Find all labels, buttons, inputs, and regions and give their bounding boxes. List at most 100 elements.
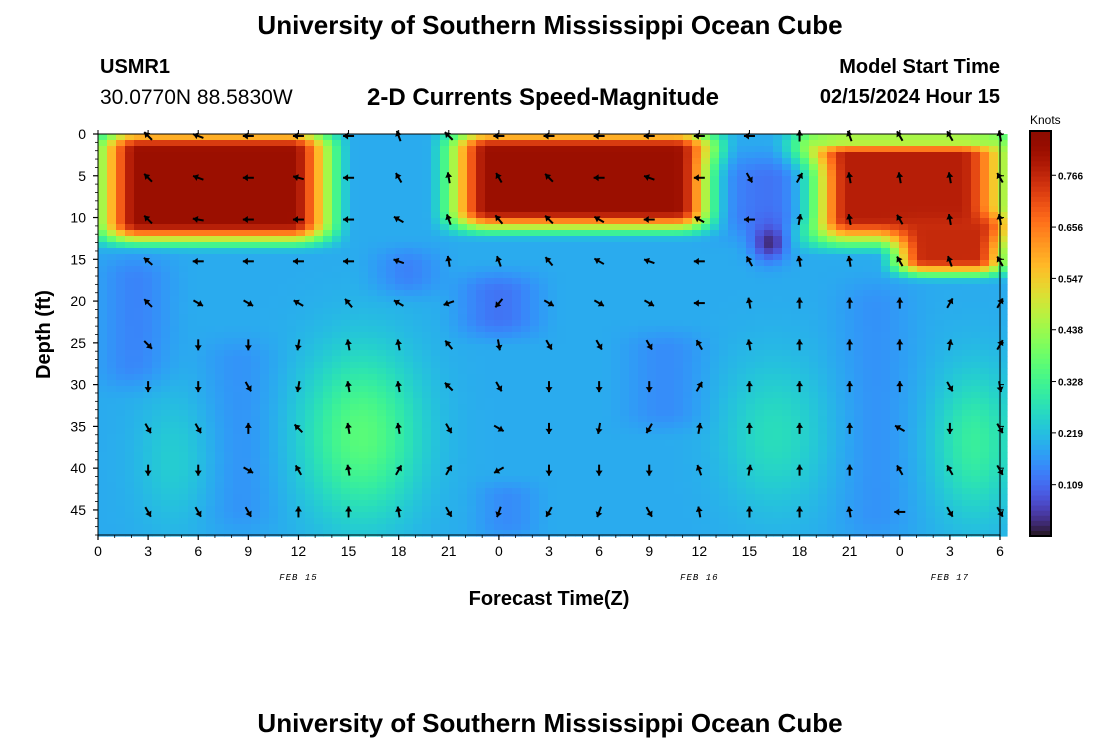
heatmap-cell [233, 518, 243, 525]
heatmap-cell [557, 308, 567, 315]
heatmap-cell [161, 212, 171, 219]
heatmap-cell [629, 134, 639, 141]
heatmap-cell [647, 434, 657, 441]
heatmap-cell [485, 524, 495, 531]
heatmap-cell [314, 200, 324, 207]
heatmap-cell [125, 482, 135, 489]
heatmap-cell [647, 494, 657, 501]
heatmap-cell [269, 134, 279, 141]
heatmap-cell [548, 224, 558, 231]
heatmap-cell [251, 368, 261, 375]
heatmap-cell [161, 314, 171, 321]
heatmap-cell [98, 296, 108, 303]
heatmap-cell [269, 212, 279, 219]
heatmap-cell [629, 206, 639, 213]
heatmap-cell [458, 296, 468, 303]
heatmap-cell [485, 272, 495, 279]
heatmap-cell [395, 206, 405, 213]
heatmap-cell [584, 506, 594, 513]
heatmap-cell [575, 530, 585, 537]
heatmap-cell [593, 356, 603, 363]
heatmap-cell [683, 308, 693, 315]
heatmap-cell [359, 530, 369, 537]
heatmap-cell [422, 446, 432, 453]
heatmap-cell [386, 278, 396, 285]
heatmap-cell [656, 296, 666, 303]
heatmap-cell [323, 164, 333, 171]
heatmap-cell [638, 140, 648, 147]
heatmap-cell [710, 500, 720, 507]
heatmap-cell [593, 440, 603, 447]
heatmap-cell [422, 158, 432, 165]
heatmap-cell [566, 374, 576, 381]
heatmap-cell [314, 374, 324, 381]
heatmap-cell [188, 356, 198, 363]
heatmap-cell [476, 200, 486, 207]
heatmap-cell [260, 296, 270, 303]
heatmap-cell [323, 428, 333, 435]
heatmap-cell [287, 242, 297, 249]
heatmap-cell [143, 170, 153, 177]
heatmap-cell [323, 296, 333, 303]
heatmap-cell [629, 398, 639, 405]
heatmap-cell [458, 452, 468, 459]
heatmap-cell [161, 320, 171, 327]
heatmap-cell [350, 320, 360, 327]
heatmap-cell [521, 266, 531, 273]
heatmap-cell [548, 164, 558, 171]
heatmap-cell [647, 188, 657, 195]
heatmap-cell [710, 308, 720, 315]
heatmap-cell [224, 452, 234, 459]
heatmap-cell [755, 506, 765, 513]
heatmap-cell [377, 362, 387, 369]
heatmap-cell [620, 182, 630, 189]
heatmap-cell [458, 170, 468, 177]
heatmap-cell [602, 440, 612, 447]
heatmap-cell [107, 374, 117, 381]
heatmap-cell [233, 446, 243, 453]
heatmap-cell [278, 170, 288, 177]
heatmap-cell [431, 278, 441, 285]
heatmap-cell [656, 350, 666, 357]
heatmap-cell [656, 434, 666, 441]
heatmap-cell [170, 314, 180, 321]
heatmap-cell [134, 500, 144, 507]
heatmap-cell [530, 146, 540, 153]
heatmap-cell [197, 266, 207, 273]
heatmap-cell [449, 326, 459, 333]
heatmap-cell [764, 212, 774, 219]
heatmap-cell [584, 416, 594, 423]
heatmap-cell [467, 314, 477, 321]
heatmap-cell [755, 332, 765, 339]
heatmap-cell [557, 170, 567, 177]
heatmap-cell [269, 320, 279, 327]
heatmap-cell [224, 362, 234, 369]
heatmap-cell [170, 134, 180, 141]
heatmap-cell [224, 212, 234, 219]
heatmap-cell [521, 284, 531, 291]
heatmap-cell [314, 236, 324, 243]
heatmap-cell [386, 422, 396, 429]
heatmap-cell [503, 374, 513, 381]
heatmap-cell [638, 206, 648, 213]
heatmap-cell [503, 296, 513, 303]
heatmap-cell [647, 518, 657, 525]
heatmap-cell [440, 524, 450, 531]
heatmap-cell [332, 254, 342, 261]
heatmap-cell [413, 296, 423, 303]
heatmap-cell [692, 200, 702, 207]
heatmap-cell [269, 140, 279, 147]
heatmap-cell [485, 458, 495, 465]
heatmap-cell [350, 338, 360, 345]
heatmap-cell [395, 278, 405, 285]
heatmap-cell [548, 512, 558, 519]
heatmap-cell [197, 248, 207, 255]
heatmap-cell [359, 512, 369, 519]
heatmap-cell [251, 488, 261, 495]
heatmap-cell [629, 230, 639, 237]
heatmap-cell [476, 314, 486, 321]
heatmap-cell [602, 506, 612, 513]
heatmap-cell [458, 176, 468, 183]
heatmap-cell [593, 248, 603, 255]
heatmap-cell [683, 314, 693, 321]
